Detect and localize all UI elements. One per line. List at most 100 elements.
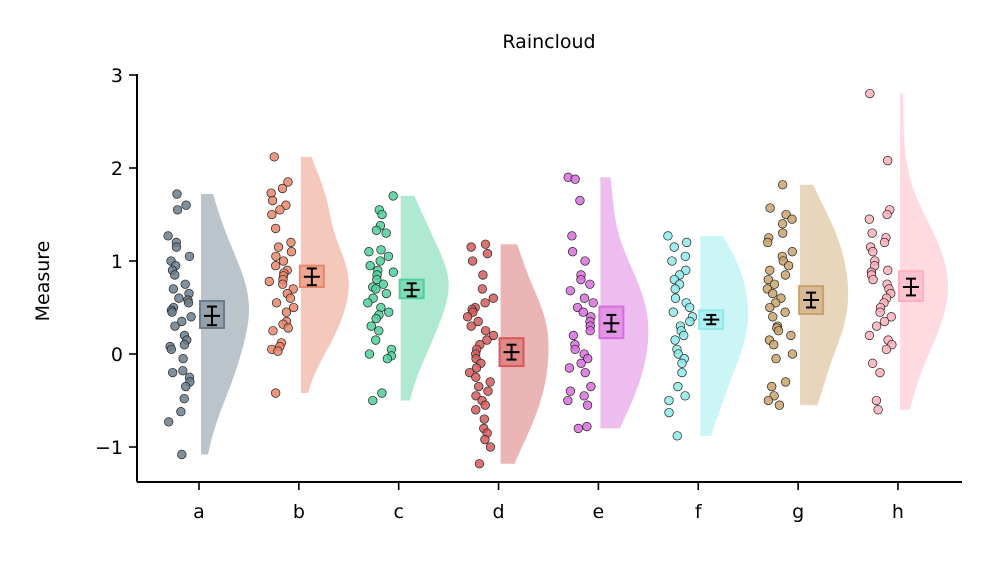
rain-point bbox=[480, 400, 490, 410]
group-e bbox=[563, 172, 649, 434]
rain-point bbox=[384, 307, 394, 317]
rain-point bbox=[482, 335, 492, 345]
rain-point bbox=[181, 200, 191, 210]
rain-point bbox=[780, 307, 790, 317]
rain-point bbox=[364, 247, 374, 257]
rain-point bbox=[576, 274, 586, 285]
rain-point bbox=[774, 400, 785, 410]
rain-point bbox=[883, 265, 893, 275]
rain-point bbox=[575, 195, 585, 206]
x-tick-label: e bbox=[593, 501, 605, 523]
rain-point bbox=[180, 279, 190, 289]
rain-point bbox=[669, 242, 679, 252]
x-tick-label: f bbox=[695, 501, 703, 523]
rain-point bbox=[778, 180, 788, 190]
rain-point bbox=[780, 377, 791, 387]
rain-point bbox=[480, 239, 491, 249]
rain-point bbox=[480, 326, 491, 336]
rain-point bbox=[465, 367, 475, 378]
rain-point bbox=[388, 267, 398, 277]
rain-point bbox=[685, 316, 695, 327]
rain-point bbox=[886, 312, 896, 322]
rain-point bbox=[769, 279, 780, 289]
rain-point bbox=[763, 274, 773, 285]
rain-point bbox=[176, 407, 186, 417]
rain-point bbox=[570, 174, 580, 184]
rain-point bbox=[181, 381, 191, 392]
rain-point bbox=[570, 344, 580, 355]
rain-point bbox=[289, 302, 299, 313]
rain-point bbox=[778, 228, 788, 238]
rain-point bbox=[670, 335, 680, 345]
x-tick-label: h bbox=[892, 501, 904, 523]
rain-point bbox=[179, 393, 189, 404]
rain-point bbox=[474, 459, 485, 469]
rain-point bbox=[183, 298, 194, 308]
rain-point bbox=[682, 237, 692, 248]
rain-point bbox=[184, 251, 195, 262]
rain-point bbox=[768, 288, 778, 299]
rain-point bbox=[871, 395, 882, 406]
rain-point bbox=[667, 256, 677, 266]
rain-point bbox=[765, 265, 775, 275]
rain-point bbox=[471, 405, 481, 415]
rain-point bbox=[787, 349, 798, 359]
x-tick-label: c bbox=[393, 501, 403, 523]
rain-point bbox=[483, 386, 493, 396]
rain-point bbox=[480, 434, 490, 445]
rain-point bbox=[585, 326, 595, 336]
rain-point bbox=[582, 421, 592, 432]
rain-point bbox=[567, 247, 578, 257]
rain-point bbox=[868, 274, 878, 285]
y-tick-label: 0 bbox=[111, 344, 123, 366]
rain-point bbox=[768, 312, 778, 322]
rain-point bbox=[485, 377, 495, 387]
rain-point bbox=[875, 307, 885, 317]
rain-point bbox=[763, 395, 774, 406]
rain-point bbox=[270, 223, 281, 234]
rain-point bbox=[482, 248, 493, 259]
y-tick-label: −1 bbox=[95, 437, 123, 459]
rain-point bbox=[177, 316, 187, 327]
rain-point bbox=[664, 395, 674, 406]
rain-point bbox=[879, 316, 890, 327]
rain-point bbox=[783, 261, 794, 271]
group-b bbox=[264, 152, 349, 398]
rain-point bbox=[168, 284, 179, 294]
rain-point bbox=[586, 381, 596, 392]
rain-point bbox=[563, 395, 573, 406]
group-g bbox=[762, 180, 849, 410]
rain-point bbox=[765, 302, 775, 313]
rain-point bbox=[780, 270, 791, 280]
rain-point bbox=[466, 242, 476, 252]
rain-point bbox=[281, 307, 292, 317]
rain-point bbox=[268, 326, 278, 336]
rain-point bbox=[267, 195, 278, 206]
rain-point bbox=[170, 321, 180, 331]
rain-point bbox=[478, 270, 488, 280]
rain-point bbox=[882, 209, 892, 220]
rain-point bbox=[867, 358, 878, 368]
rain-point bbox=[286, 237, 296, 248]
rain-point bbox=[363, 298, 373, 308]
cloud-f bbox=[700, 235, 749, 436]
rain-point bbox=[479, 414, 489, 424]
x-tick-label: b bbox=[293, 501, 305, 523]
rain-point bbox=[680, 391, 690, 401]
rain-point bbox=[565, 386, 576, 396]
y-tick-label: 2 bbox=[111, 158, 123, 180]
rain-point bbox=[681, 265, 691, 275]
rain-point bbox=[787, 247, 797, 257]
rain-point bbox=[371, 284, 381, 294]
rain-point bbox=[278, 256, 289, 266]
rain-point bbox=[275, 205, 285, 215]
rain-point bbox=[786, 330, 796, 341]
rain-point bbox=[875, 367, 885, 378]
rain-point bbox=[579, 293, 590, 303]
rain-point bbox=[873, 405, 883, 415]
rain-point bbox=[375, 256, 385, 266]
rain-point bbox=[371, 314, 381, 324]
rain-point bbox=[588, 298, 598, 308]
rain-point bbox=[172, 189, 182, 199]
